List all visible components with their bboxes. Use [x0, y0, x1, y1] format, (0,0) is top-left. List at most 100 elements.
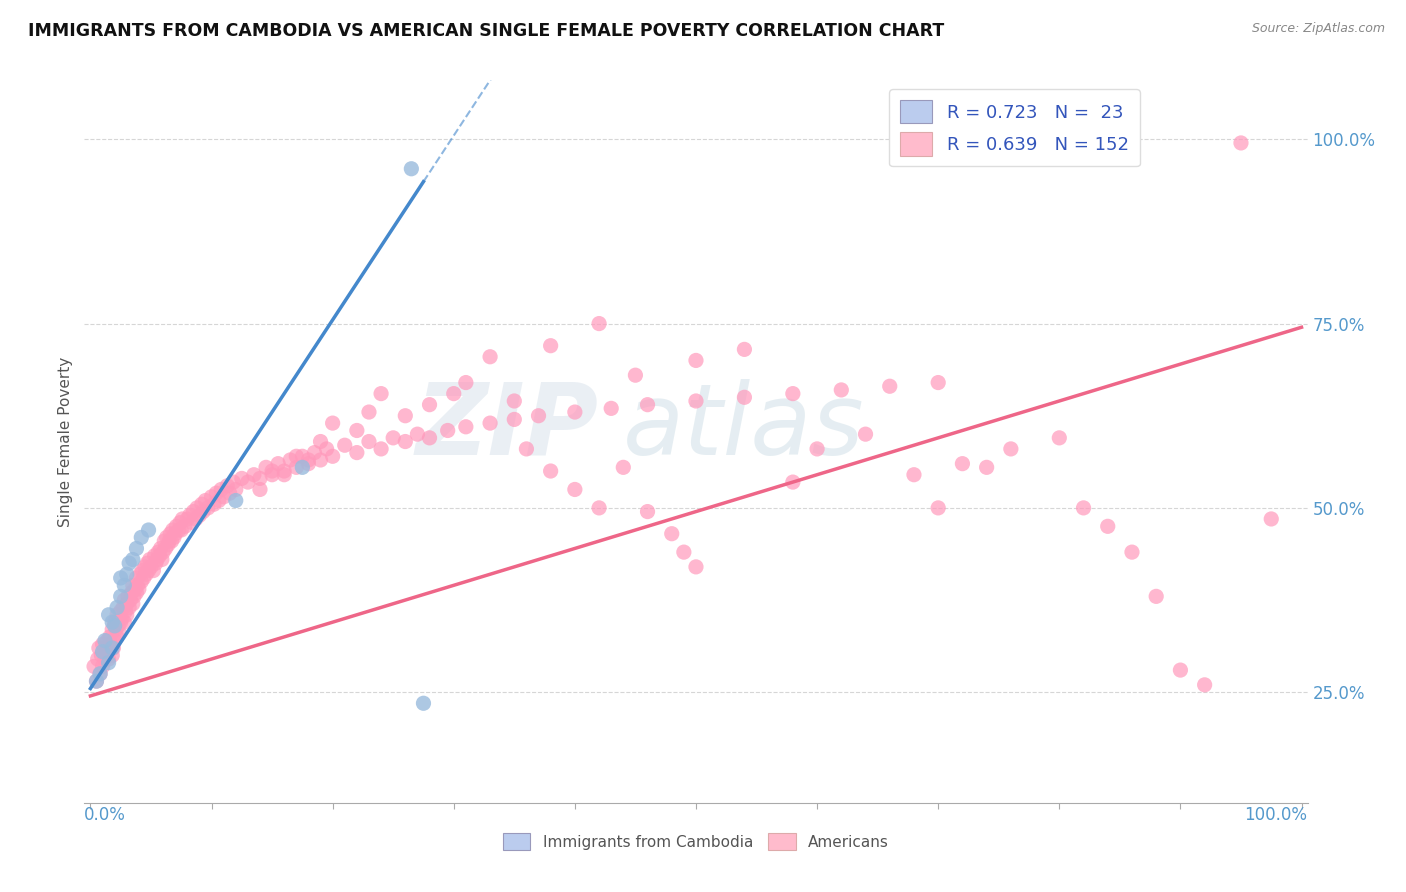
Point — [129, 530, 152, 544]
Point — [637, 398, 659, 412]
Point — [382, 431, 405, 445]
Point — [564, 405, 586, 419]
Text: 100.0%: 100.0% — [1244, 806, 1308, 824]
Point — [121, 578, 143, 592]
Point — [588, 317, 610, 331]
Point — [661, 526, 683, 541]
Point — [927, 500, 949, 515]
Point — [104, 619, 127, 633]
Point — [1144, 590, 1167, 604]
Point — [612, 460, 634, 475]
Point — [86, 674, 108, 689]
Point — [118, 556, 141, 570]
Point — [181, 516, 204, 530]
Point — [357, 434, 380, 449]
Point — [202, 497, 225, 511]
Point — [97, 640, 120, 655]
Point — [225, 483, 247, 497]
Point — [125, 571, 148, 585]
Point — [104, 623, 127, 637]
Point — [142, 564, 165, 578]
Point — [89, 666, 111, 681]
Point — [217, 479, 239, 493]
Point — [685, 394, 707, 409]
Point — [160, 534, 183, 549]
Point — [157, 534, 180, 549]
Point — [1047, 431, 1070, 445]
Point — [110, 604, 132, 618]
Point — [503, 394, 526, 409]
Point — [183, 505, 205, 519]
Point — [143, 549, 166, 563]
Point — [124, 582, 146, 596]
Point — [1121, 545, 1143, 559]
Point — [89, 666, 111, 681]
Point — [115, 597, 138, 611]
Point — [97, 656, 120, 670]
Point — [101, 623, 124, 637]
Point — [108, 626, 131, 640]
Point — [637, 505, 659, 519]
Point — [262, 464, 284, 478]
Point — [134, 560, 156, 574]
Point — [855, 427, 877, 442]
Point — [146, 552, 169, 566]
Point — [98, 630, 121, 644]
Point — [104, 615, 127, 630]
Point — [315, 442, 337, 456]
Text: 0.0%: 0.0% — [84, 806, 127, 824]
Point — [273, 467, 295, 482]
Point — [125, 585, 148, 599]
Text: IMMIGRANTS FROM CAMBODIA VS AMERICAN SINGLE FEMALE POVERTY CORRELATION CHART: IMMIGRANTS FROM CAMBODIA VS AMERICAN SIN… — [28, 22, 945, 40]
Point — [291, 460, 314, 475]
Point — [131, 564, 153, 578]
Legend: Immigrants from Cambodia, Americans: Immigrants from Cambodia, Americans — [496, 827, 896, 856]
Point — [152, 545, 174, 559]
Point — [278, 453, 301, 467]
Point — [527, 409, 550, 423]
Point — [218, 486, 240, 500]
Point — [149, 541, 172, 556]
Point — [165, 526, 187, 541]
Point — [243, 467, 266, 482]
Point — [806, 442, 828, 456]
Point — [952, 457, 974, 471]
Point — [120, 593, 142, 607]
Point — [685, 560, 707, 574]
Point — [172, 512, 194, 526]
Point — [128, 582, 150, 596]
Point — [188, 508, 211, 523]
Point — [412, 696, 434, 710]
Point — [624, 368, 647, 383]
Point — [156, 538, 179, 552]
Text: ZIP: ZIP — [415, 378, 598, 475]
Point — [114, 604, 136, 618]
Point — [96, 645, 118, 659]
Point — [101, 640, 124, 655]
Point — [145, 556, 167, 570]
Point — [112, 600, 135, 615]
Point — [273, 464, 295, 478]
Point — [169, 516, 191, 530]
Point — [401, 161, 423, 176]
Point — [418, 398, 440, 412]
Point — [138, 564, 160, 578]
Point — [830, 383, 852, 397]
Point — [112, 578, 135, 592]
Point — [249, 483, 271, 497]
Point — [976, 460, 998, 475]
Point — [333, 438, 356, 452]
Point — [406, 427, 429, 442]
Point — [136, 556, 159, 570]
Point — [322, 416, 344, 430]
Point — [209, 483, 232, 497]
Point — [122, 590, 145, 604]
Point — [291, 450, 314, 464]
Point — [101, 648, 124, 663]
Point — [110, 590, 132, 604]
Point — [129, 567, 152, 582]
Point — [105, 630, 128, 644]
Point — [1073, 500, 1095, 515]
Point — [173, 519, 195, 533]
Point — [297, 457, 319, 471]
